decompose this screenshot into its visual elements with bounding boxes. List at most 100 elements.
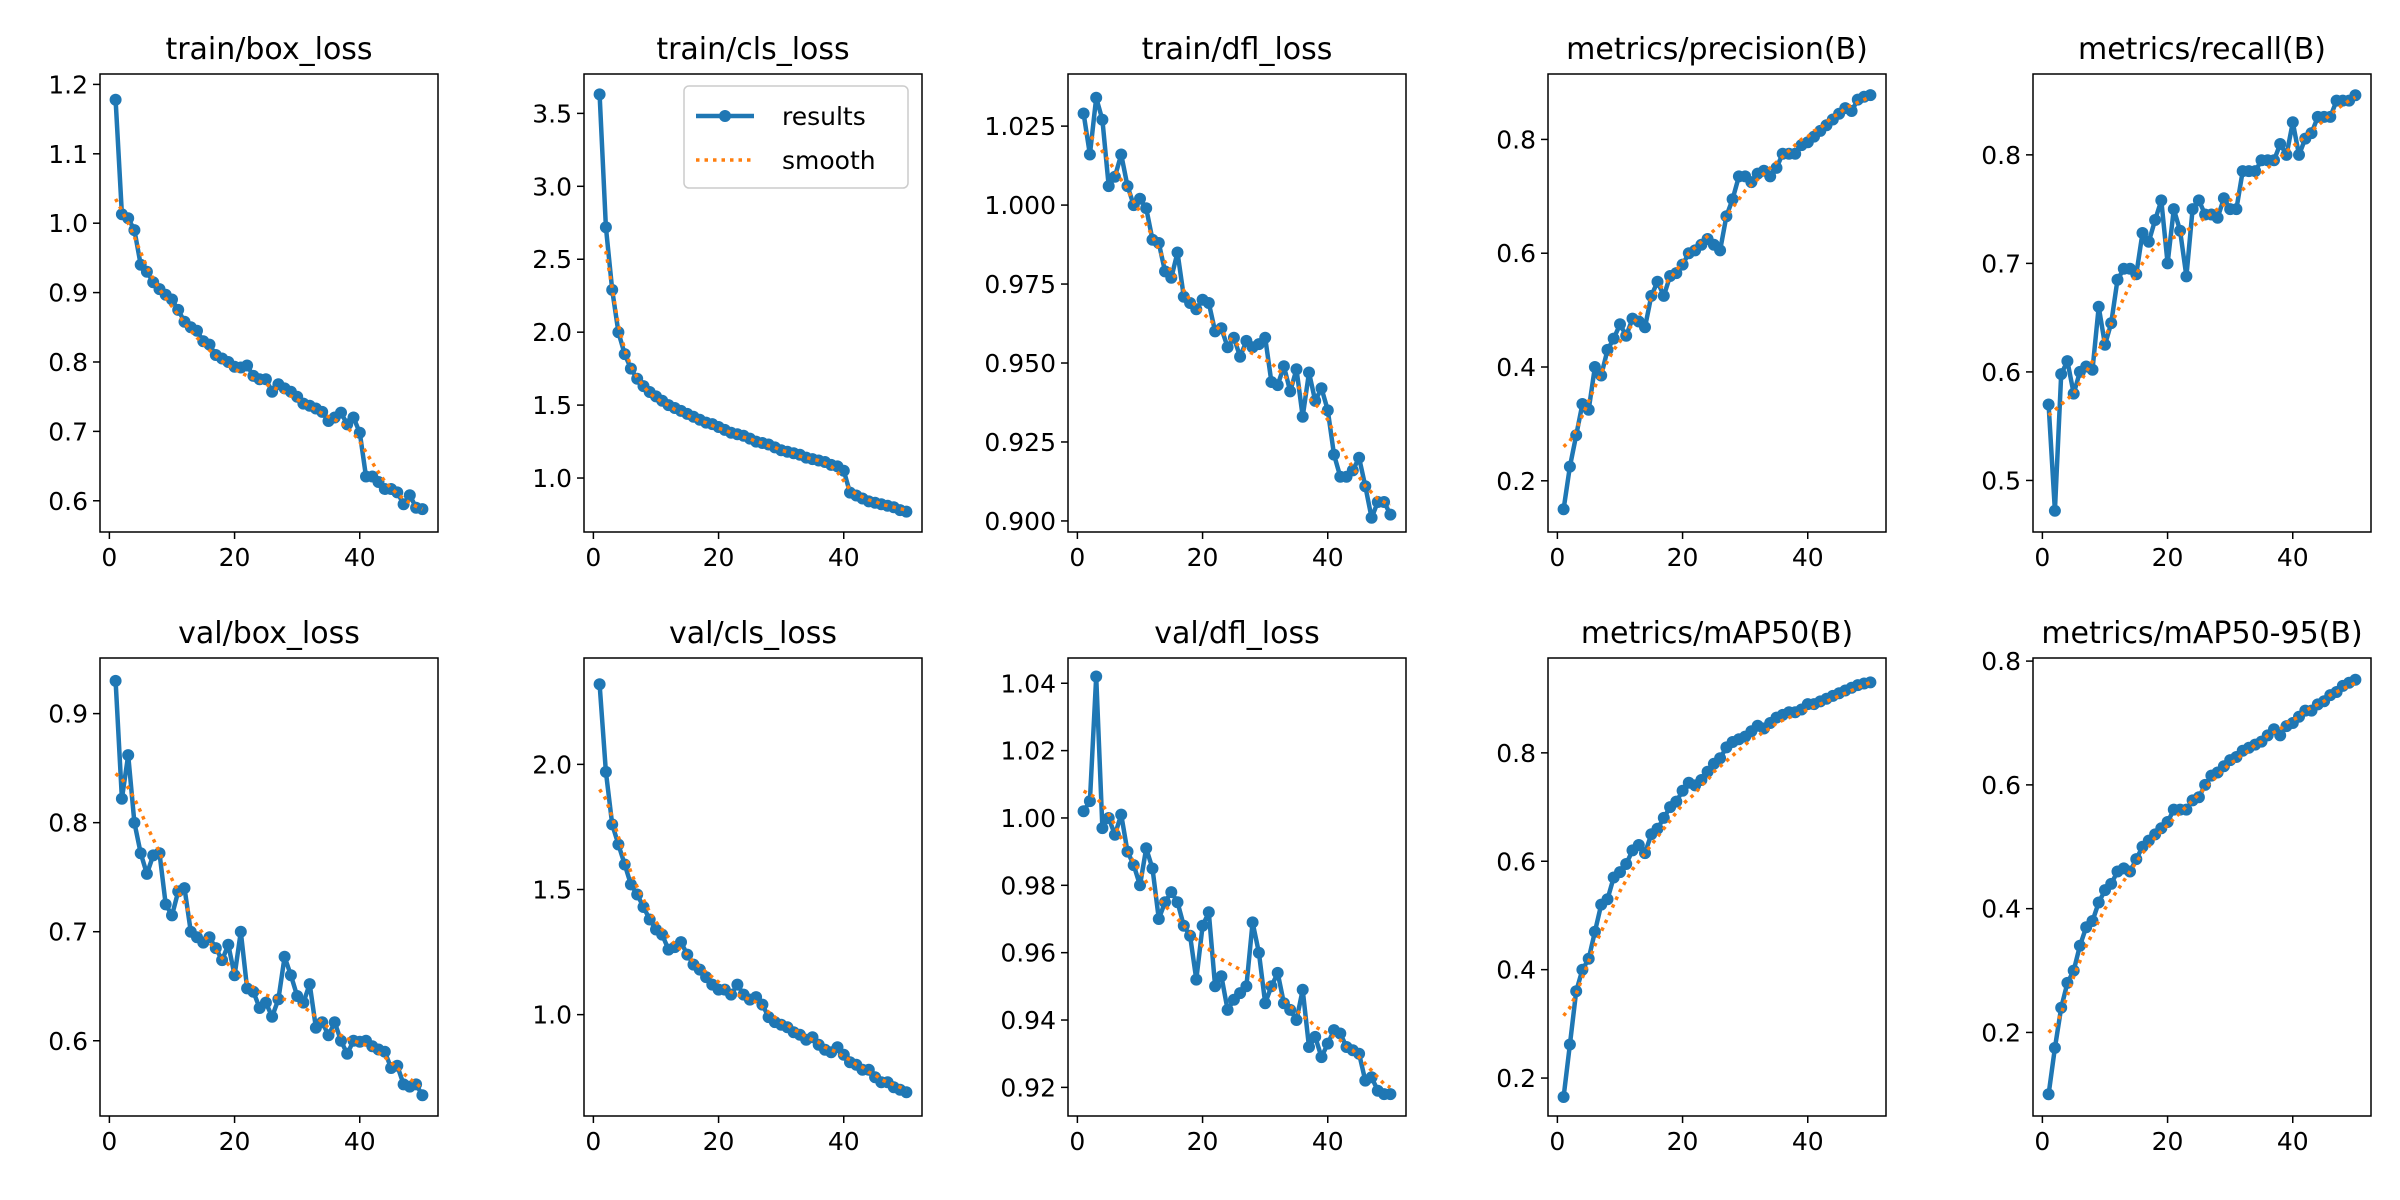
- y-tick-label: 3.5: [532, 99, 572, 128]
- y-tick-label: 0.9: [48, 279, 88, 308]
- x-tick-label: 40: [1312, 1127, 1344, 1156]
- axes-frame: [583, 73, 923, 533]
- results-point: [1588, 361, 1601, 373]
- results-point: [1384, 508, 1397, 521]
- results-point: [2048, 504, 2061, 517]
- results-point: [1789, 147, 1802, 160]
- results-point: [1321, 404, 1334, 417]
- results-point: [416, 1089, 429, 1102]
- plot-area: [109, 93, 429, 516]
- x-tick-label: 40: [344, 543, 376, 572]
- results-point: [1328, 448, 1340, 461]
- results-point: [228, 969, 241, 982]
- results-point: [322, 1029, 335, 1042]
- results-point: [1234, 350, 1247, 363]
- y-tick-label: 1.025: [984, 112, 1056, 141]
- results-point: [1290, 363, 1303, 376]
- results-point: [1284, 385, 1297, 398]
- results-series-line: [1561, 680, 1871, 1098]
- results-point: [128, 816, 141, 829]
- results-point: [203, 931, 216, 944]
- results-point: [284, 969, 297, 982]
- y-tick-label: 0.925: [984, 428, 1056, 457]
- results-point: [1315, 382, 1328, 395]
- x-tick-label: 40: [828, 543, 860, 572]
- results-point: [266, 1010, 279, 1023]
- results-point: [1334, 1027, 1347, 1040]
- plot-area: [2042, 89, 2362, 517]
- results-point: [606, 283, 619, 296]
- chart-panel: metrics/precision(B) 0 20 40 0.2 0.4 0.6 0.8: [1496, 32, 1887, 572]
- results-point: [1083, 795, 1096, 808]
- results-point: [2174, 224, 2187, 237]
- results-point: [2149, 214, 2162, 226]
- x-tick-label: 20: [703, 543, 735, 572]
- results-point: [115, 792, 128, 805]
- results-point: [1271, 379, 1284, 392]
- axes-frame: [99, 657, 439, 1117]
- y-tick-label: 0.4: [1496, 353, 1536, 382]
- results-point: [1303, 366, 1315, 379]
- chart-title: train/cls_loss: [656, 32, 849, 67]
- y-tick-label: 0.8: [48, 809, 88, 838]
- y-tick-label: 0.975: [984, 270, 1056, 299]
- results-point: [2061, 355, 2074, 368]
- y-tick-label: 0.8: [48, 348, 88, 377]
- results-point: [1714, 244, 1727, 257]
- results-point: [1171, 896, 1184, 909]
- x-tick-label: 0: [585, 1127, 601, 1156]
- smooth-series-line: [1562, 95, 1872, 448]
- results-point: [259, 373, 272, 386]
- results-point: [1764, 170, 1777, 183]
- results-series-line: [1561, 92, 1871, 510]
- results-point: [1309, 394, 1322, 407]
- results-point: [618, 858, 631, 871]
- results-point: [278, 950, 291, 963]
- results-point: [1221, 341, 1234, 354]
- y-tick-label: 0.7: [48, 918, 88, 947]
- y-tick-label: 0.6: [1496, 239, 1536, 268]
- plot-area: [1077, 91, 1397, 524]
- x-tick-label: 40: [2277, 1127, 2309, 1156]
- y-tick-label: 0.7: [1981, 249, 2021, 278]
- results-point: [109, 674, 122, 687]
- x-tick-label: 0: [585, 543, 601, 572]
- results-point: [2230, 203, 2243, 216]
- results-point: [1353, 451, 1366, 464]
- y-tick-label: 0.6: [48, 487, 88, 516]
- y-tick-label: 0.6: [48, 1027, 88, 1056]
- x-tick-label: 40: [1312, 543, 1344, 572]
- y-tick-label: 0.92: [1000, 1073, 1056, 1102]
- x-tick-label: 0: [2034, 543, 2050, 572]
- results-point: [1315, 1051, 1328, 1064]
- results-point: [1102, 812, 1115, 824]
- chart-title: metrics/mAP50-95(B): [2041, 616, 2362, 651]
- results-point: [2105, 877, 2118, 890]
- results-point: [1365, 1071, 1378, 1084]
- chart-title: train/box_loss: [165, 32, 372, 67]
- axes-frame: [2032, 73, 2372, 533]
- results-point: [1215, 970, 1228, 983]
- results-point: [2048, 1041, 2061, 1054]
- results-point: [1252, 946, 1265, 959]
- results-point: [1557, 1091, 1570, 1103]
- results-point: [1290, 1014, 1303, 1026]
- plot-area: [109, 674, 429, 1102]
- results-series-line: [113, 99, 423, 512]
- results-point: [1134, 192, 1146, 205]
- results-point: [166, 909, 178, 922]
- x-tick-label: 40: [1792, 1127, 1824, 1156]
- y-tick-label: 0.2: [1496, 1064, 1536, 1093]
- results-point: [1607, 332, 1620, 345]
- smooth-series-line: [2047, 681, 2357, 1034]
- axes-frame: [2032, 657, 2372, 1117]
- results-point: [109, 93, 122, 106]
- y-tick-label: 0.900: [984, 507, 1056, 536]
- y-tick-label: 0.950: [984, 349, 1056, 378]
- results-point: [2042, 1088, 2055, 1101]
- x-tick-label: 20: [2152, 543, 2184, 572]
- results-point: [1108, 828, 1121, 841]
- results-point: [1309, 1030, 1322, 1043]
- x-tick-label: 40: [344, 1127, 376, 1156]
